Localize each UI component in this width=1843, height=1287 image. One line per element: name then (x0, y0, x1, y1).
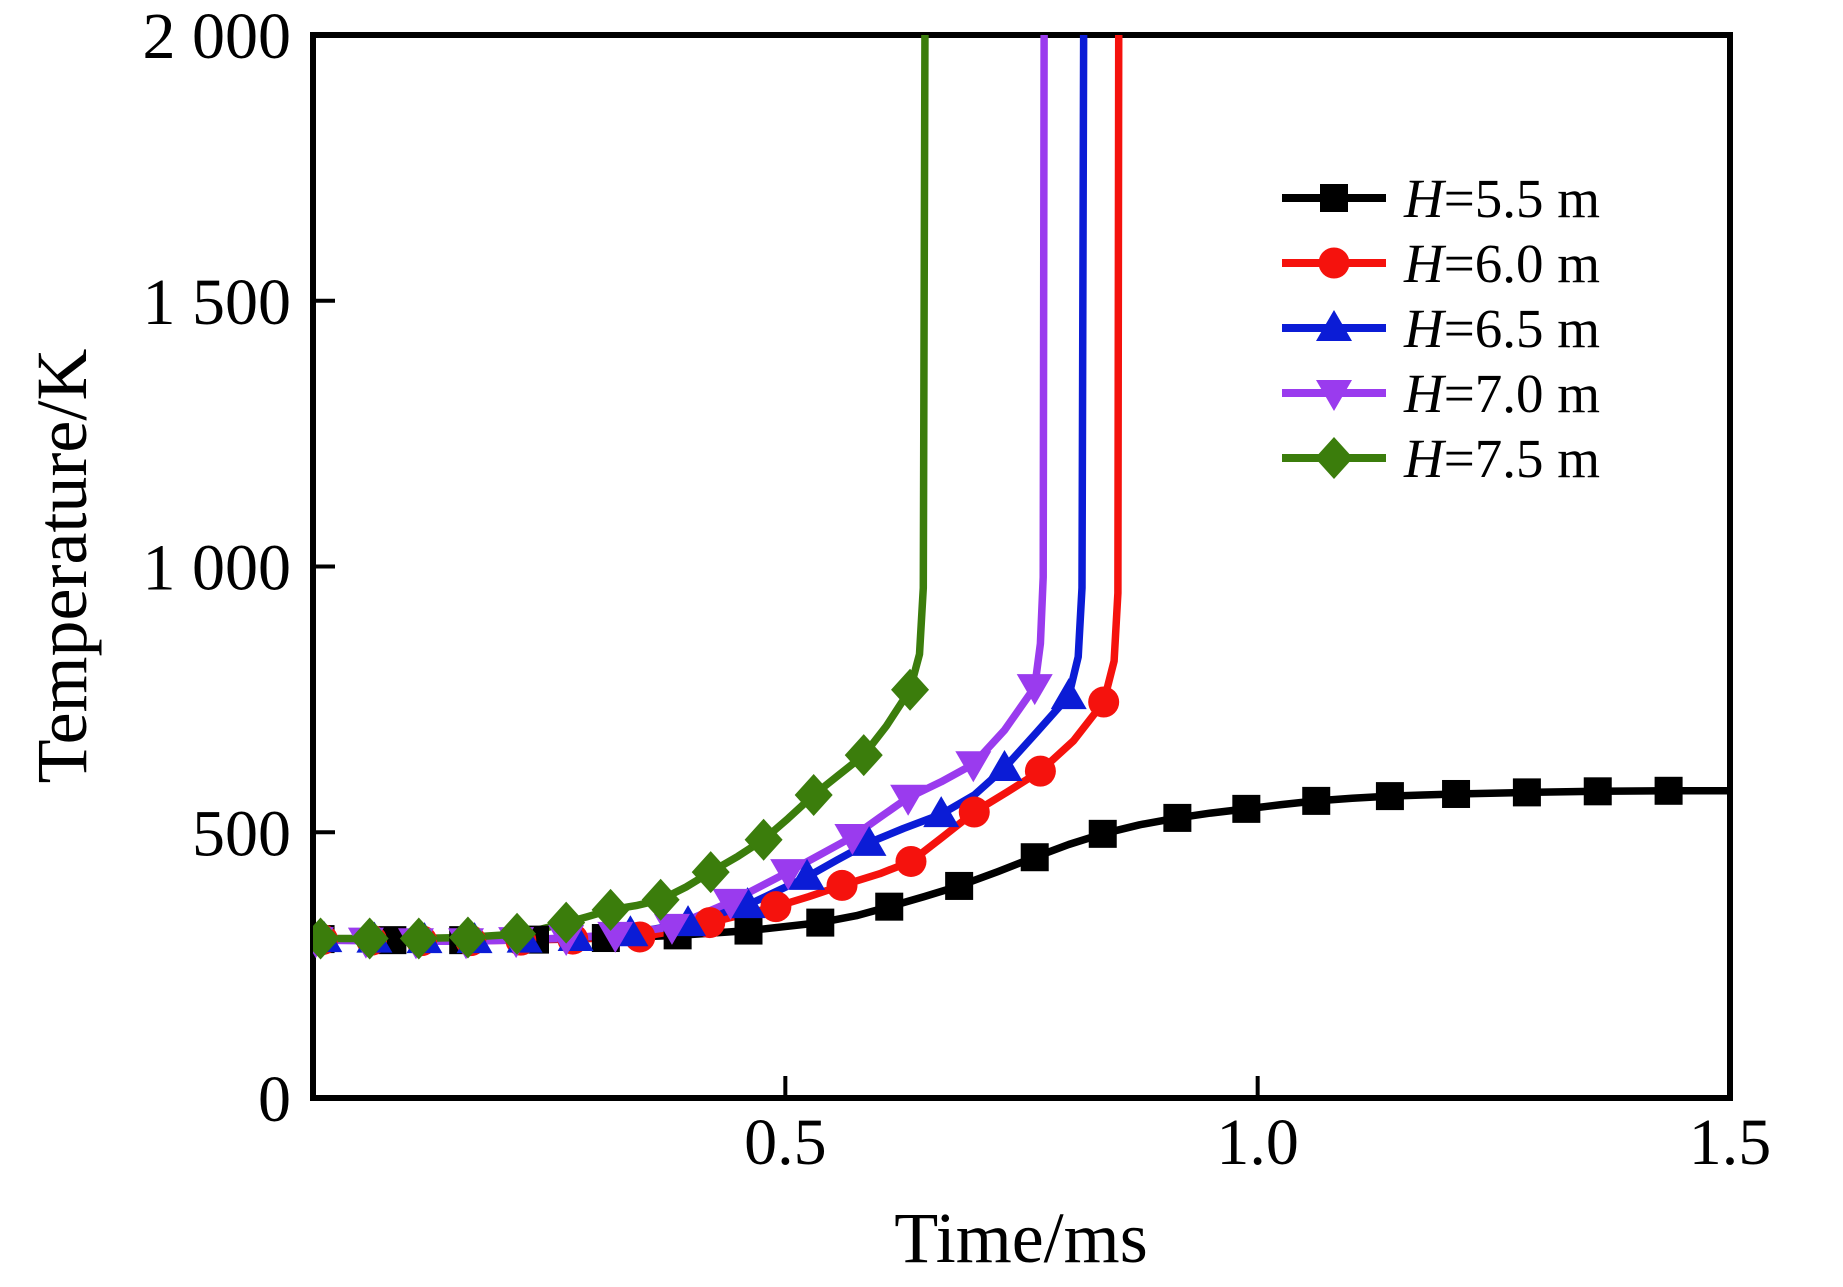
marker-square (1088, 819, 1117, 848)
legend-label: H=5.5 m (1403, 168, 1600, 229)
marker-triangle-up (729, 887, 766, 919)
marker-square (1232, 794, 1261, 823)
marker-triangle-down (890, 784, 927, 816)
marker-triangle-down (712, 888, 749, 920)
marker-triangle-up (1050, 678, 1087, 710)
series-line-diamond (313, 35, 929, 943)
marker-square (1320, 184, 1348, 212)
marker-triangle-up (850, 824, 887, 856)
marker-diamond (448, 916, 487, 959)
y-tick-label: 1 000 (143, 532, 292, 605)
marker-triangle-down (1316, 380, 1352, 411)
marker-diamond (844, 734, 883, 777)
marker-triangle-down (770, 859, 807, 891)
marker-circle (826, 869, 858, 901)
y-tick-label: 500 (192, 797, 291, 870)
series-line-triangle-down (313, 35, 1048, 945)
legend-label-variable: H (1403, 428, 1447, 489)
marker-diamond (498, 912, 537, 955)
marker-square (1020, 843, 1049, 872)
legend-label-variable: H (1403, 363, 1447, 424)
legend-label-value: =6.0 m (1444, 233, 1600, 294)
marker-triangle-up (1316, 310, 1352, 341)
marker-diamond (399, 917, 438, 960)
marker-triangle-down (653, 913, 690, 945)
marker-triangle-up (789, 858, 826, 890)
marker-circle (1088, 686, 1120, 718)
axis-ticks (313, 298, 1260, 1098)
legend-label: H=6.5 m (1403, 298, 1600, 359)
legend-label: H=6.0 m (1403, 233, 1600, 294)
marker-circle (1024, 755, 1056, 787)
marker-triangle-down (1016, 674, 1053, 706)
legend-label-value: =7.0 m (1444, 363, 1600, 424)
legend-label: H=7.0 m (1403, 363, 1600, 424)
legend-label-variable: H (1403, 298, 1447, 359)
marker-diamond (1315, 437, 1353, 479)
marker-square (734, 916, 763, 945)
y-tick-label: 0 (258, 1063, 291, 1136)
legend-item: H=6.0 m (1282, 233, 1600, 294)
legend: H=5.5 mH=6.0 mH=6.5 mH=7.0 mH=7.5 m (1282, 168, 1600, 489)
marker-triangle-down (955, 751, 992, 783)
marker-square (1375, 782, 1404, 811)
marker-square (1163, 803, 1192, 832)
x-tick-label: 1.5 (1689, 1106, 1772, 1179)
marker-circle (895, 845, 927, 877)
marker-circle (760, 891, 792, 923)
marker-diamond (744, 818, 783, 861)
legend-label-value: =6.5 m (1444, 298, 1600, 359)
x-axis-title: Time/ms (894, 1198, 1147, 1278)
marker-diamond (591, 888, 630, 931)
marker-circle (958, 796, 990, 828)
marker-triangle-down (834, 824, 871, 856)
y-tick-label: 2 000 (143, 0, 292, 73)
marker-triangle-down (597, 921, 634, 953)
marker-square (1583, 777, 1612, 806)
legend-label-variable: H (1403, 233, 1447, 294)
marker-triangle-up (923, 796, 960, 828)
y-tick-label: 1 500 (143, 266, 292, 339)
marker-circle (1318, 247, 1350, 279)
marker-diamond (350, 917, 389, 960)
axis-tick-labels: 0.5 1.0 1.5 0 500 1 000 1 500 2 000 (143, 0, 1772, 1179)
marker-square (1302, 786, 1331, 815)
x-tick-label: 1.0 (1216, 1106, 1299, 1179)
marker-square (806, 908, 835, 937)
legend-label: H=7.5 m (1403, 428, 1600, 489)
marker-diamond (691, 851, 730, 894)
marker-square (945, 871, 974, 900)
marker-diamond (641, 878, 680, 921)
legend-label-variable: H (1403, 168, 1447, 229)
x-tick-label: 0.5 (744, 1106, 827, 1179)
marker-diamond (891, 668, 930, 711)
y-axis-title: Temperature/K (22, 349, 102, 784)
legend-label-value: =7.5 m (1444, 428, 1600, 489)
marker-diamond (547, 901, 586, 944)
series-markers (313, 668, 1683, 960)
marker-diamond (794, 774, 833, 817)
marker-square (875, 892, 904, 921)
legend-item: H=7.5 m (1282, 428, 1600, 489)
marker-diamond (313, 917, 340, 960)
legend-item: H=6.5 m (1282, 298, 1600, 359)
marker-square (1654, 776, 1683, 805)
marker-square (1512, 778, 1541, 807)
series-line-circle (313, 35, 1123, 945)
legend-item: H=5.5 m (1282, 168, 1600, 229)
legend-label-value: =5.5 m (1444, 168, 1600, 229)
marker-triangle-up (986, 749, 1023, 781)
marker-square (1442, 779, 1471, 808)
legend-item: H=7.0 m (1282, 363, 1600, 424)
